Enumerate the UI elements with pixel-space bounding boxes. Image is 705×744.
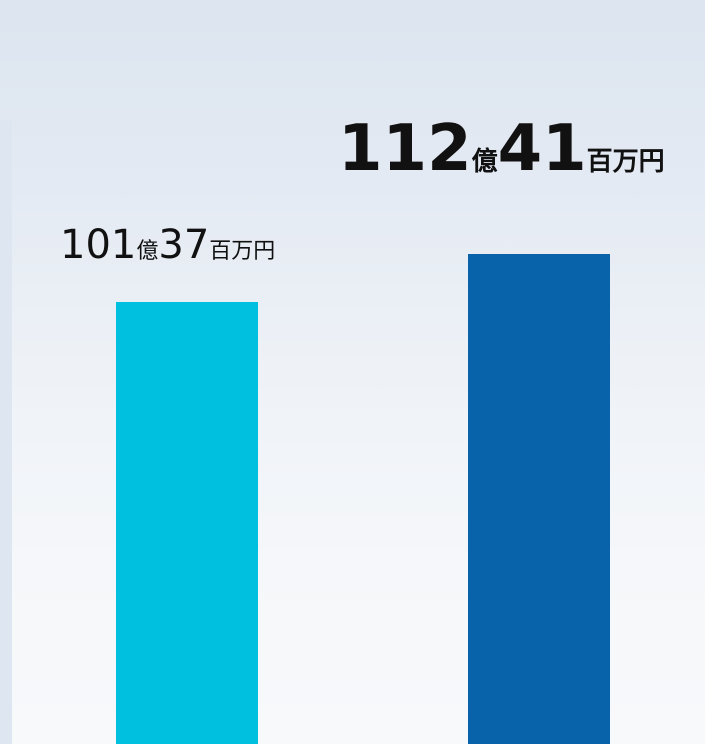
- label-current-million-value: 41: [497, 112, 587, 186]
- label-previous-oku-unit: 億: [136, 239, 159, 264]
- label-current-oku-value: 112: [338, 112, 472, 186]
- bar-previous: [116, 302, 258, 744]
- label-previous-oku-value: 101: [60, 222, 137, 268]
- bar-current: [468, 253, 610, 744]
- label-current-oku-unit: 億: [471, 147, 498, 177]
- label-previous-million-unit: 百万円: [209, 239, 276, 264]
- side-strip: [0, 120, 12, 744]
- data-label-previous: 101億37百万円: [60, 222, 275, 268]
- label-current-million-unit: 百万円: [586, 147, 665, 177]
- label-previous-million-value: 37: [158, 222, 210, 268]
- data-label-current: 112億41百万円: [338, 112, 665, 186]
